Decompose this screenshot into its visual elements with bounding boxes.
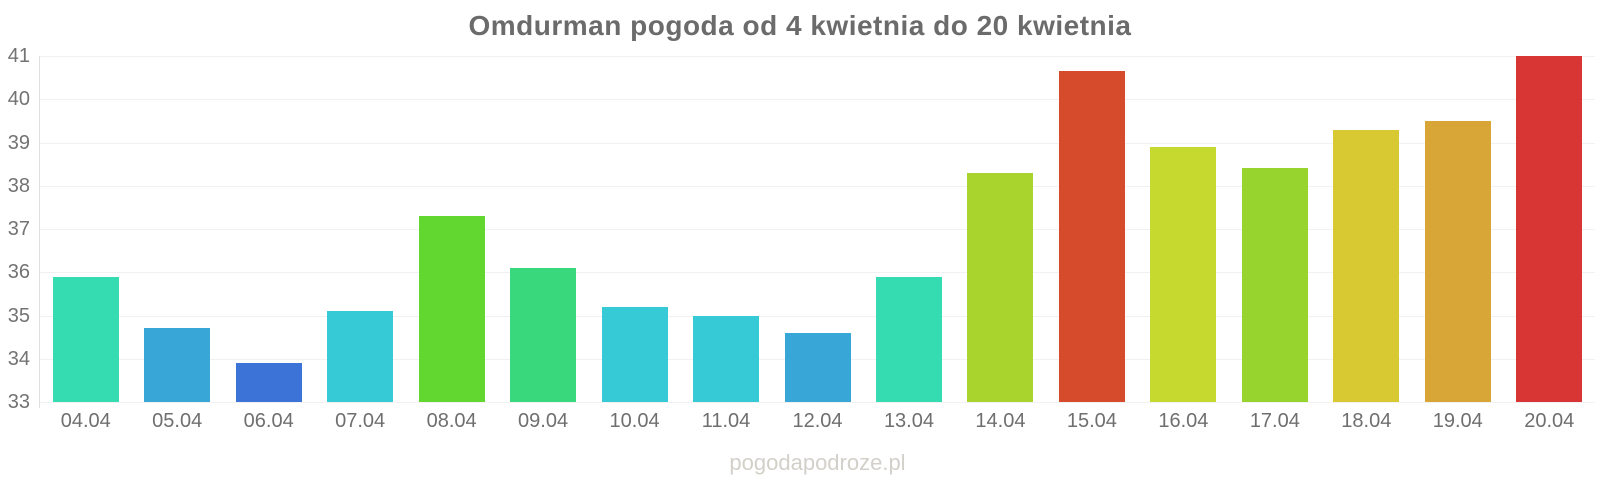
x-axis-label-08.04: 08.04 [426, 410, 477, 432]
gridline-33 [40, 402, 1595, 403]
bar-19.04[interactable] [1424, 120, 1491, 402]
bar-18.04[interactable] [1333, 129, 1400, 402]
bar-17.04[interactable] [1241, 168, 1308, 402]
bar-20.04[interactable] [1516, 56, 1583, 402]
bar-07.04[interactable] [327, 311, 394, 402]
bar-16.04[interactable] [1150, 146, 1217, 402]
x-axis-label-16.04: 16.04 [1158, 410, 1209, 432]
x-axis-label-11.04: 11.04 [701, 410, 751, 432]
x-axis-label-06.04: 06.04 [243, 410, 294, 432]
x-axis-label-05.04: 05.04 [152, 410, 203, 432]
gridline-41 [40, 56, 1595, 57]
bar-15.04[interactable] [1058, 71, 1125, 402]
bar-10.04[interactable] [601, 306, 668, 402]
y-axis-label-38: 38 [7, 174, 30, 197]
y-axis-label-41: 41 [7, 45, 30, 67]
chart-title: Omdurman pogoda od 4 kwietnia do 20 kwie… [468, 10, 1132, 41]
x-axis-label-19.04: 19.04 [1432, 410, 1483, 432]
x-axis-label-17.04: 17.04 [1249, 410, 1300, 432]
x-axis-label-04.04: 04.04 [60, 410, 111, 432]
x-axis-label-12.04: 12.04 [792, 410, 843, 432]
bar-11.04[interactable] [693, 315, 760, 402]
x-axis-label-09.04: 09.04 [518, 410, 569, 432]
gridline-37 [40, 229, 1595, 230]
x-axis-label-20.04: 20.04 [1524, 410, 1575, 432]
gridline-40 [40, 99, 1595, 101]
x-axis-label-15.04: 15.04 [1066, 410, 1117, 432]
bar-08.04[interactable] [418, 216, 485, 402]
bar-06.04[interactable] [235, 363, 302, 402]
bar-09.04[interactable] [510, 267, 577, 402]
gridline-35 [40, 315, 1595, 317]
y-axis-label-33: 33 [7, 391, 30, 413]
x-axis-label-13.04: 13.04 [883, 410, 934, 432]
y-axis-label-34: 34 [7, 347, 30, 370]
x-axis-label-10.04: 10.04 [609, 410, 660, 432]
y-axis-label-40: 40 [7, 88, 30, 111]
gridline-38 [40, 185, 1595, 187]
x-axis-label-18.04: 18.04 [1341, 410, 1392, 432]
y-axis-label-35: 35 [7, 304, 30, 327]
bar-14.04[interactable] [967, 172, 1034, 402]
bar-04.04[interactable] [52, 276, 119, 402]
gridline-36 [40, 272, 1595, 274]
x-axis-label-07.04: 07.04 [335, 410, 386, 432]
gridline-39 [40, 142, 1595, 144]
y-axis-label-36: 36 [7, 261, 30, 284]
y-axis-label-37: 37 [7, 218, 30, 240]
bar-13.04[interactable] [875, 276, 942, 402]
bar-05.04[interactable] [144, 328, 211, 402]
y-axis-label-39: 39 [7, 131, 30, 154]
y-axis-line [39, 56, 40, 408]
bar-12.04[interactable] [784, 332, 851, 402]
watermark: pogodapodroze.pl [729, 450, 906, 475]
x-axis-label-14.04: 14.04 [975, 410, 1026, 432]
